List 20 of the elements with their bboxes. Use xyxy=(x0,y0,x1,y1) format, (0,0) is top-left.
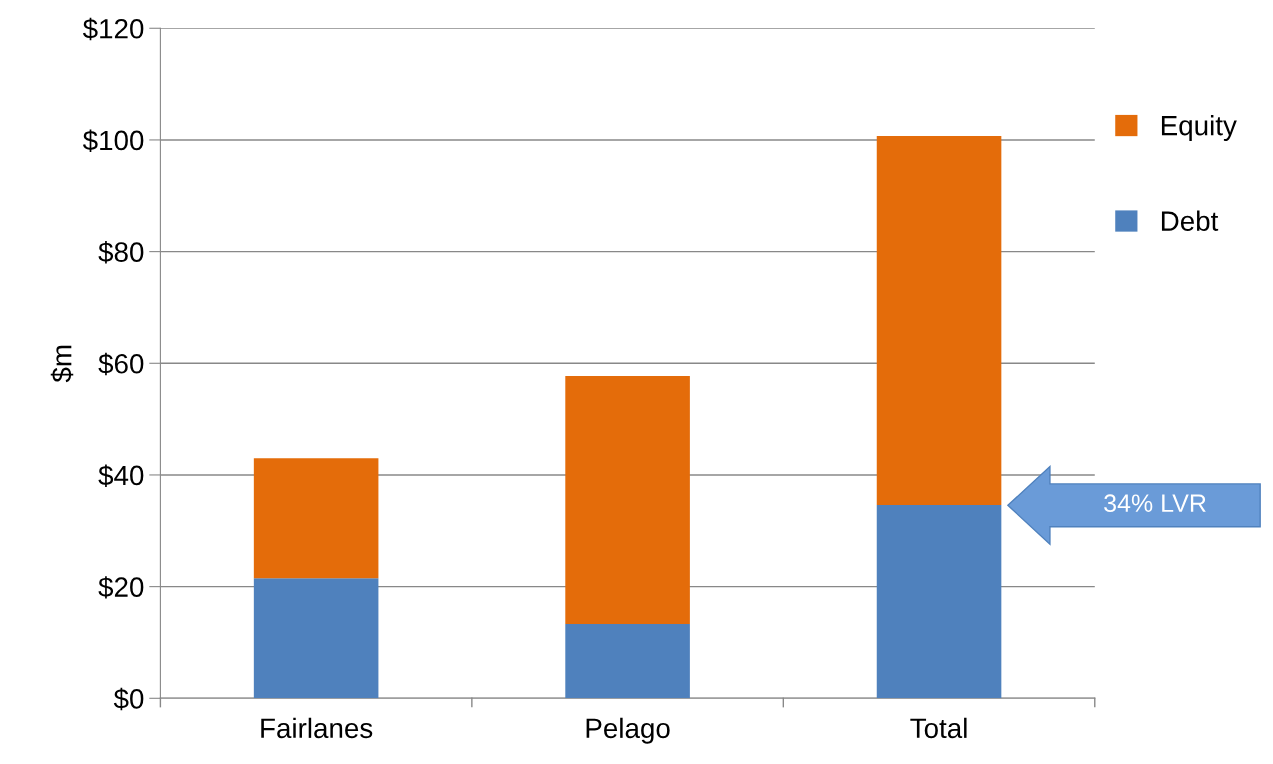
y-tick-label: $120 xyxy=(82,17,144,41)
bar xyxy=(565,376,690,625)
legend-label: Equity xyxy=(1161,115,1237,141)
bar xyxy=(253,578,379,699)
bar xyxy=(876,505,1002,699)
bar xyxy=(253,458,379,579)
x-tick-label: Fairlanes xyxy=(261,717,373,739)
bar xyxy=(876,136,1002,506)
y-axis-title: $m xyxy=(50,345,74,383)
text: 34% LVR xyxy=(1104,494,1206,513)
y-tick-label: $100 xyxy=(82,129,144,152)
y-tick-label: $80 xyxy=(98,241,144,264)
x-tick-label: Total xyxy=(910,717,967,739)
y-tick-label: $40 xyxy=(98,464,144,487)
bar xyxy=(565,624,690,699)
y-tick-label: $20 xyxy=(98,576,144,599)
y-tick-label: $0 xyxy=(113,687,144,711)
y-tick-label: $60 xyxy=(98,352,144,376)
x-tick-label: Pelago xyxy=(586,717,670,744)
legend-label: Debt xyxy=(1161,210,1219,231)
